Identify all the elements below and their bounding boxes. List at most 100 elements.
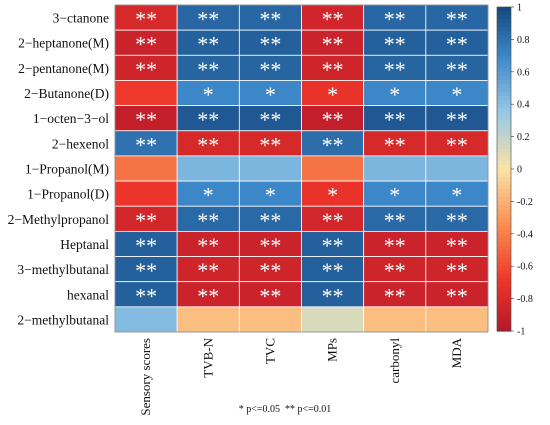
colorbar-segment — [497, 148, 511, 154]
significance-mark: ** — [384, 283, 406, 308]
heatmap-cell — [363, 105, 427, 132]
significance-mark: ** — [197, 132, 219, 157]
colorbar-segment — [497, 193, 511, 198]
significance-mark: * — [265, 183, 276, 208]
significance-mark: ** — [197, 233, 219, 258]
significance-mark: ** — [135, 233, 157, 258]
colorbar-segment — [497, 96, 511, 101]
colorbar-segment — [497, 19, 511, 24]
significance-mark: ** — [446, 258, 468, 283]
heatmap-cell — [176, 306, 240, 333]
heatmap-cell — [301, 306, 365, 333]
significance-mark: ** — [384, 258, 406, 283]
colorbar-segment — [497, 27, 511, 32]
colorbar: 1 0.8 0.6 0.4 0.2 0 -0.2 -0.4 -0.6 -0.8 -1 — [496, 3, 533, 338]
colorbar-segment — [497, 47, 511, 53]
colorbar-segment — [497, 270, 511, 275]
significance-mark: ** — [259, 233, 281, 258]
column-label: TVC — [262, 338, 277, 364]
significance-mark: ** — [384, 107, 406, 132]
colorbar-segment — [497, 124, 511, 130]
colorbar-segment — [497, 128, 511, 134]
colorbar-segment — [497, 314, 511, 320]
significance-mark: ** — [446, 107, 468, 132]
colorbar-tick-label: 0.4 — [517, 100, 530, 111]
heatmap-cell — [114, 4, 178, 31]
colorbar-segment — [497, 274, 511, 279]
colorbar-segment — [497, 35, 511, 40]
heatmap-cell — [114, 180, 178, 207]
colorbar-segment — [497, 310, 511, 316]
significance-mark: ** — [197, 7, 219, 32]
colorbar-tick-label: -0.6 — [517, 262, 533, 273]
significance-mark: ** — [322, 132, 344, 157]
colorbar-segment — [497, 294, 511, 300]
significance-mark: ** — [384, 208, 406, 233]
colorbar-segment — [497, 136, 511, 142]
significance-mark: ** — [446, 132, 468, 157]
colorbar-tick-label: 0.6 — [517, 67, 530, 78]
significance-mark: ** — [384, 57, 406, 82]
colorbar-segment — [497, 160, 511, 166]
heatmap-cell — [176, 155, 240, 182]
colorbar-segment — [497, 88, 511, 93]
heatmap-cell — [301, 54, 365, 81]
column-label: TVB-N — [200, 337, 215, 377]
significance-mark: ** — [322, 233, 344, 258]
heatmap-border — [114, 4, 489, 333]
significance-mark: * — [327, 82, 338, 107]
colorbar-segment — [497, 173, 511, 178]
heatmap-cell — [363, 54, 427, 81]
heatmap-cell — [425, 4, 489, 31]
colorbar-segment — [497, 79, 511, 85]
colorbar-segment — [497, 156, 511, 162]
significance-mark: ** — [259, 57, 281, 82]
significance-mark: ** — [446, 32, 468, 57]
significance-mark: ** — [384, 32, 406, 57]
colorbar-segment — [497, 286, 511, 292]
colorbar-segment — [497, 152, 511, 158]
heatmap-cell — [176, 80, 240, 107]
colorbar-segment — [497, 250, 511, 255]
row-label: 3−methylbutanal — [17, 262, 109, 277]
significance-mark: ** — [197, 283, 219, 308]
heatmap-cells: ** ** ** ** ** **** ** ** ** ** **** ** ** ** ** *** * * *… — [114, 4, 489, 333]
significance-mark: ** — [135, 132, 157, 157]
heatmap-cell — [176, 29, 240, 56]
colorbar-segment — [497, 120, 511, 126]
significance-mark: ** — [446, 57, 468, 82]
colorbar-segment — [497, 100, 511, 105]
heatmap-cell — [114, 80, 178, 107]
colorbar-tick-label: 0 — [517, 165, 522, 176]
colorbar-segment — [497, 144, 511, 150]
column-label: MDA — [449, 337, 464, 368]
heatmap-cell — [238, 205, 302, 232]
significance-mark: ** — [135, 57, 157, 82]
heatmap-cell — [425, 306, 489, 333]
colorbar-segment — [497, 59, 511, 65]
colorbar-segment — [497, 23, 511, 28]
significance-mark: ** — [197, 32, 219, 57]
colorbar-tick-label: 0.8 — [517, 35, 530, 46]
significance-mark: ** — [197, 57, 219, 82]
colorbar-segment — [497, 290, 511, 296]
significance-mark: ** — [259, 107, 281, 132]
heatmap-cell — [176, 54, 240, 81]
significance-mark: ** — [446, 208, 468, 233]
colorbar-segment — [497, 15, 511, 20]
colorbar-segment — [497, 11, 511, 16]
significance-mark: ** — [259, 258, 281, 283]
colorbar-segment — [497, 7, 511, 12]
colorbar-segment — [497, 108, 511, 113]
colorbar-segment — [497, 39, 511, 45]
significance-mark: ** — [322, 107, 344, 132]
colorbar-segment — [497, 63, 511, 69]
significance-mark: ** — [322, 7, 344, 32]
row-labels: 3−ctanone 2−heptanone(M) 2−pentanone(M) 2−B… — [8, 11, 110, 328]
heatmap-cell — [425, 105, 489, 132]
colorbar-tick-label: -0.4 — [517, 229, 533, 240]
colorbar-segment — [497, 298, 511, 304]
colorbar-tick-label: 0.2 — [517, 132, 530, 143]
colorbar-segment — [497, 116, 511, 121]
